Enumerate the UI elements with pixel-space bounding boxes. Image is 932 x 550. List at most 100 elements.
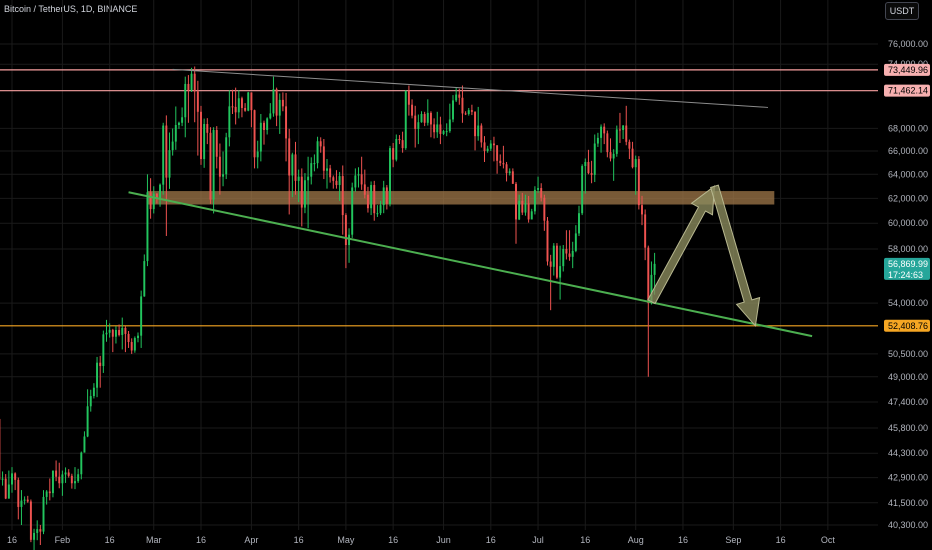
candle <box>341 165 344 235</box>
candle <box>559 245 562 300</box>
candle-body <box>36 529 39 533</box>
candle <box>105 319 108 342</box>
candle-body <box>370 185 373 209</box>
candle-body <box>165 125 168 178</box>
candle <box>555 243 558 279</box>
candle <box>228 90 231 147</box>
candle-body <box>411 104 414 116</box>
candle-body <box>209 132 212 200</box>
candle <box>4 474 7 500</box>
candle <box>584 158 587 194</box>
candle-body <box>92 387 95 397</box>
candle <box>212 127 215 214</box>
candle-body <box>33 532 36 540</box>
candle-body <box>433 124 436 133</box>
candle-body <box>127 333 130 343</box>
candle <box>165 115 168 236</box>
candle <box>42 490 45 535</box>
candle-body <box>228 106 231 138</box>
candle <box>61 470 64 496</box>
candle-body <box>634 159 637 168</box>
candle-body <box>363 184 366 195</box>
candle-body <box>502 163 505 165</box>
candle-body <box>574 233 577 251</box>
candle-body <box>196 91 199 112</box>
candle <box>234 87 237 125</box>
candle <box>146 174 149 267</box>
candle-body <box>140 296 143 336</box>
candle-body <box>102 334 105 367</box>
candle <box>237 90 240 119</box>
x-tick-label: Sep <box>725 535 741 545</box>
candle <box>140 290 143 348</box>
candle <box>127 331 130 348</box>
candle <box>489 140 492 151</box>
candle-body <box>392 148 395 160</box>
candle-body <box>231 106 234 108</box>
candle-body <box>61 474 64 484</box>
candle-body <box>455 94 458 101</box>
candle-body <box>77 474 80 482</box>
candle-body <box>137 335 139 339</box>
candle-body <box>11 473 13 485</box>
candle-body <box>398 139 401 141</box>
candle-body <box>121 327 124 335</box>
candle-body <box>55 470 58 477</box>
candle <box>247 91 250 112</box>
projection-arrow-down <box>709 184 761 328</box>
candle-body <box>168 150 171 178</box>
candle <box>439 116 442 145</box>
candle-body <box>281 99 284 107</box>
candle <box>33 528 36 550</box>
candle <box>508 168 511 176</box>
candle-body <box>596 137 599 144</box>
candle-body <box>23 499 26 501</box>
candle <box>168 132 171 189</box>
candle <box>376 205 379 217</box>
candle-body <box>625 125 628 142</box>
candle <box>319 137 322 153</box>
candle-body <box>212 130 215 200</box>
candle-body <box>382 187 385 206</box>
x-tick-label: 16 <box>486 535 496 545</box>
candle-body <box>461 97 464 114</box>
candle-body <box>445 131 448 133</box>
candle <box>14 472 17 491</box>
candle-body <box>379 205 382 214</box>
candle <box>467 107 470 116</box>
candle-body <box>615 129 618 154</box>
trend-line-lower <box>128 191 813 338</box>
candle-body <box>373 185 376 214</box>
candle-body <box>269 113 272 119</box>
x-tick-label: 16 <box>7 535 17 545</box>
candle <box>552 243 555 276</box>
candle-body <box>174 124 177 142</box>
candle <box>363 169 366 199</box>
candle-body <box>505 164 508 174</box>
candle-body <box>111 329 114 337</box>
candle-body <box>407 90 410 105</box>
candle <box>310 157 313 185</box>
x-tick-label: Jul <box>532 535 544 545</box>
candle-body <box>464 113 467 115</box>
candle-body <box>376 213 379 215</box>
candle-body <box>530 211 533 220</box>
candle-body <box>584 161 587 167</box>
candle <box>190 67 193 92</box>
candle-body <box>67 472 70 476</box>
candle <box>200 105 202 165</box>
candle-body <box>628 141 631 149</box>
currency-button[interactable]: USDT <box>885 2 919 20</box>
candle <box>29 499 32 543</box>
candle-body <box>307 176 310 181</box>
candle <box>322 139 325 180</box>
candle <box>108 323 111 338</box>
candle-body <box>496 145 499 161</box>
candle <box>366 186 369 213</box>
candle-body <box>537 188 540 190</box>
candle-body <box>187 83 190 91</box>
candle-body <box>423 113 426 123</box>
candle <box>581 164 584 216</box>
candle-body <box>401 140 404 149</box>
